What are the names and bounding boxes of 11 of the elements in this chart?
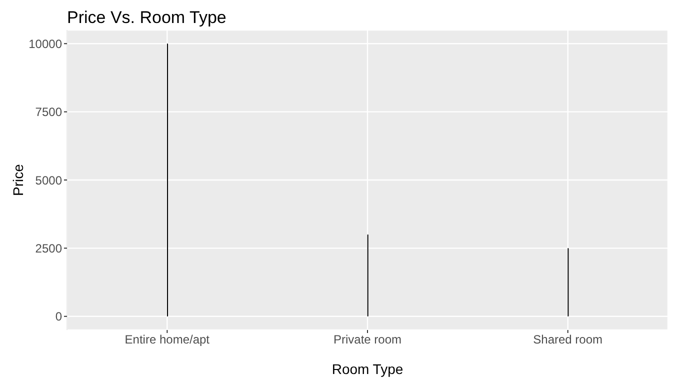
- y-tick-label: 5000: [35, 173, 62, 188]
- y-axis-title: Price: [10, 164, 26, 196]
- y-tick-label: 10000: [28, 36, 62, 51]
- chart-title: Price Vs. Room Type: [67, 8, 226, 28]
- x-tick-label: Private room: [333, 332, 402, 347]
- x-axis-title: Room Type: [332, 361, 404, 377]
- x-tick-label: Entire home/apt: [124, 332, 210, 347]
- x-tick-label: Shared room: [533, 332, 603, 347]
- y-tick-label: 7500: [35, 105, 62, 120]
- y-tick-label: 0: [55, 310, 62, 324]
- y-tick-label: 2500: [35, 241, 62, 256]
